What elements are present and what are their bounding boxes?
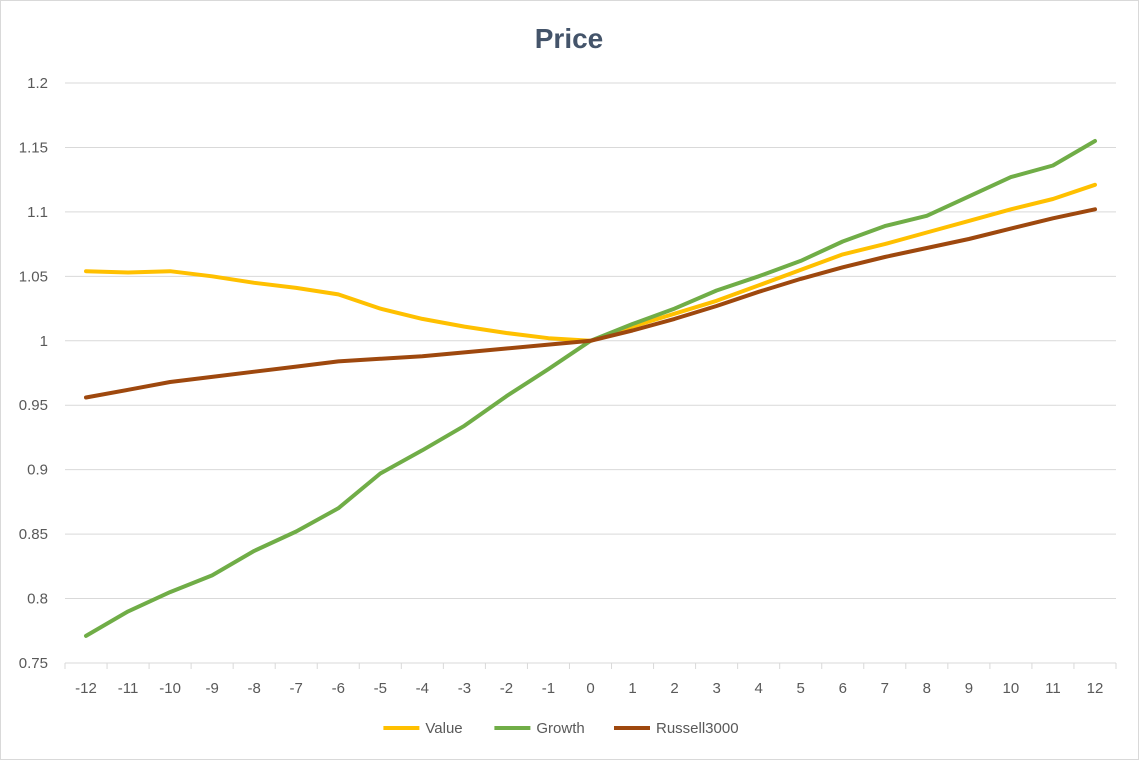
- x-tick-label: -4: [416, 680, 429, 697]
- x-tick-label: -8: [248, 680, 261, 697]
- x-tick-label: 4: [754, 680, 762, 697]
- x-tick-label: -12: [75, 680, 97, 697]
- x-tick-label: -1: [542, 680, 555, 697]
- legend: Value Growth Russell3000: [383, 720, 739, 737]
- x-tick-label: 0: [586, 680, 594, 697]
- x-tick-label: -6: [332, 680, 345, 697]
- series-line-russell3000: [84, 207, 1097, 400]
- y-tick-label: 0.95: [19, 397, 48, 414]
- x-tick-label: -9: [205, 680, 218, 697]
- y-axis-ticks: 1.2 1.15 1.1 1.05 1 0.95 0.9 0.85 0.8 0.75: [19, 75, 48, 672]
- series-line-growth: [84, 139, 1097, 638]
- y-tick-label: 1: [40, 333, 48, 350]
- legend-label: Value: [425, 720, 462, 737]
- gridlines: [65, 82, 1116, 664]
- x-tick-label: 2: [670, 680, 678, 697]
- x-tick-label: -11: [118, 680, 139, 697]
- y-tick-label: 1.05: [19, 268, 48, 285]
- chart-title: Price: [535, 23, 604, 54]
- y-tick-label: 0.85: [19, 526, 48, 543]
- y-tick-label: 1.1: [27, 204, 48, 221]
- x-tick-label: 7: [881, 680, 889, 697]
- y-tick-label: 0.8: [27, 591, 48, 608]
- x-tick-label: -7: [290, 680, 303, 697]
- legend-label: Russell3000: [656, 720, 739, 737]
- y-tick-label: 0.9: [27, 462, 48, 479]
- x-tick-label: 1: [628, 680, 636, 697]
- y-tick-label: 1.2: [27, 75, 48, 92]
- x-tick-label: 9: [965, 680, 973, 697]
- x-tick-label: -10: [159, 680, 181, 697]
- x-tick-label: 6: [839, 680, 847, 697]
- x-tick-label: -2: [500, 680, 513, 697]
- x-tick-label: -5: [374, 680, 387, 697]
- x-tick-label: 12: [1087, 680, 1104, 697]
- x-tick-label: 8: [923, 680, 931, 697]
- x-tick-label: 10: [1003, 680, 1020, 697]
- x-tick-label: 3: [712, 680, 720, 697]
- y-tick-label: 1.15: [19, 139, 48, 156]
- x-tick-label: -3: [458, 680, 471, 697]
- legend-label: Growth: [536, 720, 584, 737]
- series-lines: [84, 139, 1097, 638]
- x-axis-ticks: -12 -11 -10 -9 -8 -7 -6 -5 -4 -3 -2 -1 0 1 2 3 4 5 6 7 8 9 10 1…: [64, 663, 1117, 697]
- x-tick-label: 5: [797, 680, 805, 697]
- x-tick-label: 11: [1045, 680, 1061, 697]
- y-tick-label: 0.75: [19, 655, 48, 672]
